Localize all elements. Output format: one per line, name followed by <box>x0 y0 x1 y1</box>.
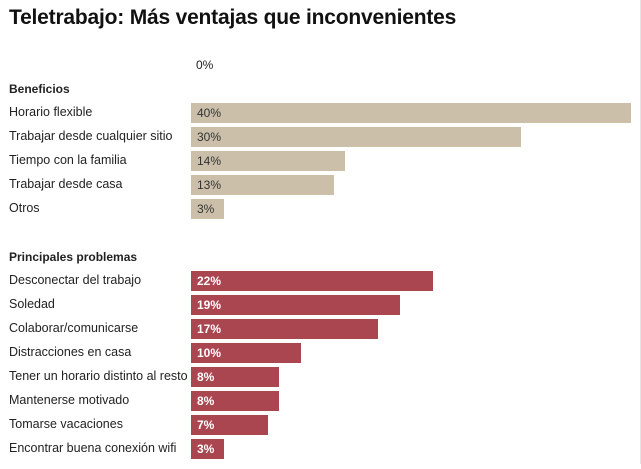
bar-value-label: 8% <box>197 370 215 384</box>
category-label: Distracciones en casa <box>9 345 132 359</box>
category-label: Mantenerse motivado <box>9 393 130 407</box>
bar-value-label: 22% <box>197 274 222 288</box>
bar-value-label: 3% <box>197 202 215 216</box>
bar-value-label: 17% <box>197 322 222 336</box>
category-label: Desconectar del trabajo <box>9 273 142 287</box>
bar-row: Trabajar desde cualquier sitio 30% <box>0 127 641 147</box>
bar-value-label: 7% <box>197 418 215 432</box>
bar-row: Soledad 19% <box>0 295 641 315</box>
problem-bar: 17% <box>191 319 378 339</box>
bar-value-label: 30% <box>197 130 222 144</box>
benefit-bar: 13% <box>191 175 334 195</box>
category-label: Soledad <box>9 297 55 311</box>
bar-value-label: 3% <box>197 442 215 456</box>
benefit-bar: 30% <box>191 127 521 147</box>
bar-value-label: 10% <box>197 346 222 360</box>
problem-bar: 19% <box>191 295 400 315</box>
problem-bar: 3% <box>191 439 224 459</box>
category-label: Otros <box>9 201 40 215</box>
problem-bar: 22% <box>191 271 433 291</box>
bar-row: Trabajar desde casa 13% <box>0 175 641 195</box>
bar-row: Tomarse vacaciones 7% <box>0 415 641 435</box>
problem-bar: 7% <box>191 415 268 435</box>
bar-row: Horario flexible 40% <box>0 103 641 123</box>
category-label: Tiempo con la familia <box>9 153 127 167</box>
bar-row: Otros 3% <box>0 199 641 219</box>
problem-bar: 10% <box>191 343 301 363</box>
bar-row: Distracciones en casa 10% <box>0 343 641 363</box>
category-label: Trabajar desde cualquier sitio <box>9 129 173 143</box>
bar-row: Encontrar buena conexión wifi 3% <box>0 439 641 459</box>
category-label: Tomarse vacaciones <box>9 417 123 431</box>
category-label: Trabajar desde casa <box>9 177 123 191</box>
x-axis-tick-label: 0% <box>196 58 214 72</box>
category-label: Encontrar buena conexión wifi <box>9 441 177 455</box>
group-title-benefits: Beneficios <box>9 82 70 96</box>
bar-row: Tener un horario distinto al resto 8% <box>0 367 641 387</box>
problem-bar: 8% <box>191 391 279 411</box>
bar-value-label: 40% <box>197 106 222 120</box>
benefit-bar: 40% <box>191 103 631 123</box>
bar-row: Mantenerse motivado 8% <box>0 391 641 411</box>
group-title-problems: Principales problemas <box>9 250 138 264</box>
bar-value-label: 8% <box>197 394 215 408</box>
problem-bar: 8% <box>191 367 279 387</box>
benefit-bar: 14% <box>191 151 345 171</box>
category-label: Tener un horario distinto al resto <box>9 369 188 383</box>
bar-row: Colaborar/comunicarse 17% <box>0 319 641 339</box>
category-label: Horario flexible <box>9 105 93 119</box>
bar-value-label: 19% <box>197 298 222 312</box>
chart-title: Teletrabajo: Más ventajas que inconvenie… <box>9 6 457 29</box>
bar-row: Desconectar del trabajo 22% <box>0 271 641 291</box>
bar-value-label: 14% <box>197 154 222 168</box>
benefit-bar: 3% <box>191 199 224 219</box>
bar-value-label: 13% <box>197 178 222 192</box>
bar-row: Tiempo con la familia 14% <box>0 151 641 171</box>
category-label: Colaborar/comunicarse <box>9 321 139 335</box>
